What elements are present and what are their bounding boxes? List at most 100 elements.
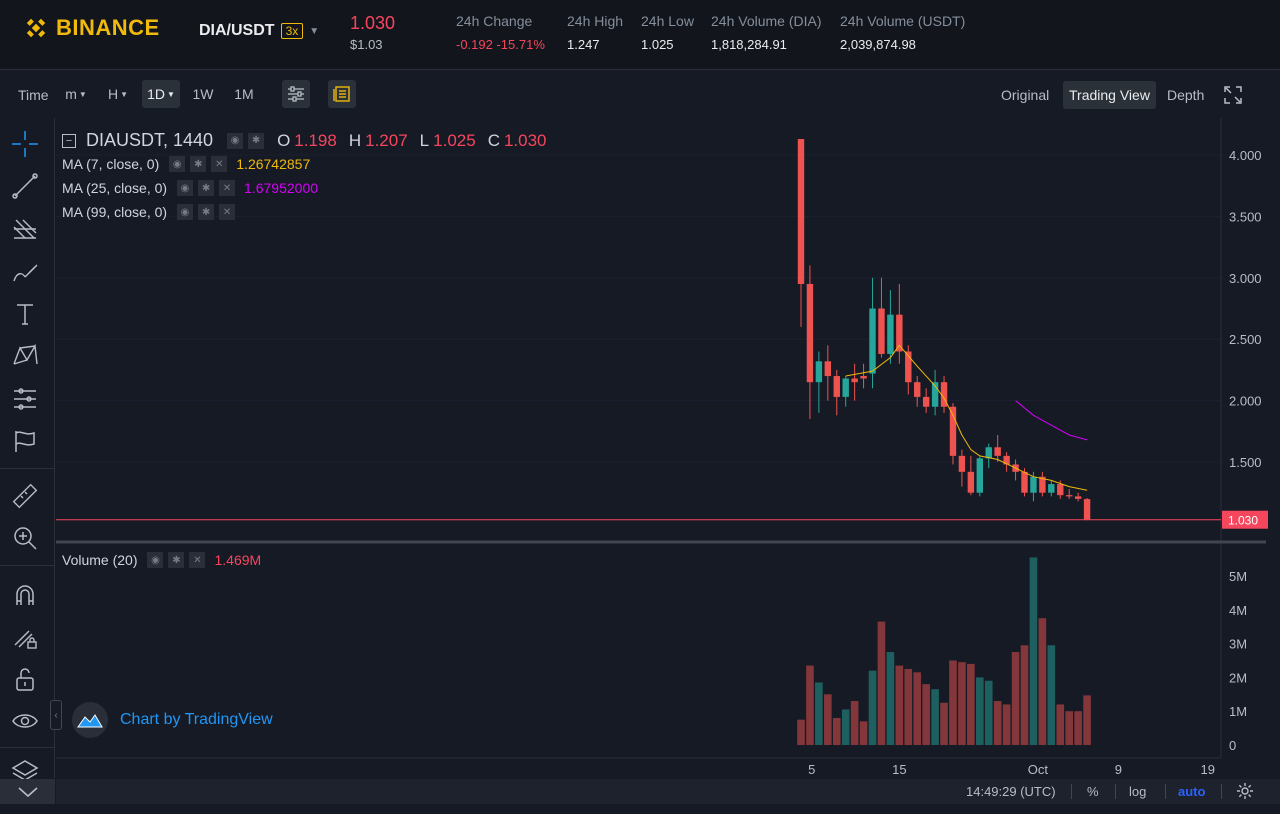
chart-settings-button[interactable]	[1236, 782, 1254, 805]
caret-down-icon: ▼	[78, 89, 87, 99]
divider	[1071, 784, 1072, 799]
eye-icon[interactable]: ◉	[177, 180, 194, 196]
volume-bar	[895, 665, 904, 745]
view-trading-view[interactable]: Trading View	[1063, 81, 1156, 109]
candle-body	[869, 308, 876, 374]
brush-tool[interactable]	[9, 255, 41, 287]
gear-icon[interactable]: ✱	[248, 132, 265, 149]
view-depth[interactable]: Depth	[1167, 87, 1205, 103]
stat-24h-change: 24h Change -0.192 -15.71%	[456, 13, 545, 52]
unlock-tool[interactable]	[9, 663, 41, 695]
volume-bar	[797, 719, 805, 745]
pattern-tool[interactable]	[9, 340, 41, 372]
candle-body	[860, 376, 867, 379]
candle-body	[824, 361, 832, 377]
prediction-icon	[14, 388, 36, 410]
candle-body	[896, 314, 903, 352]
eye-icon[interactable]: ◉	[147, 552, 164, 568]
chevron-down-icon[interactable]: ▼	[309, 25, 320, 37]
percent-toggle[interactable]: %	[1087, 784, 1099, 799]
candle-body	[815, 361, 823, 383]
eye-icon	[12, 714, 38, 728]
unlock-icon	[16, 668, 34, 691]
interval-hours[interactable]: H ▼	[102, 80, 134, 108]
volume-bar	[949, 660, 957, 745]
text-tool[interactable]	[9, 298, 41, 330]
last-price-tag-bg	[1222, 510, 1268, 529]
price-chart[interactable]: 4.000 3.500 3.000 2.500 2.000 1.500 5M 4M 3M 2M 1…	[56, 118, 1280, 778]
date-tick-label: 15	[892, 762, 906, 777]
stat-24h-low: 24h Low 1.025	[641, 13, 694, 52]
volume-bar	[1020, 645, 1029, 745]
stat-label: 24h Low	[641, 13, 694, 29]
tradingview-logo-icon	[72, 702, 108, 738]
zoom-tool[interactable]	[9, 522, 41, 554]
measure-tool[interactable]	[9, 480, 41, 512]
interval-1w[interactable]: 1W	[192, 86, 214, 102]
close-icon[interactable]: ✕	[211, 156, 228, 172]
candle-body	[1057, 484, 1064, 496]
collapse-toolbar-button[interactable]: ‹	[50, 700, 62, 730]
time-label[interactable]: Time	[18, 87, 49, 103]
ohlc-o-key: O	[277, 130, 291, 150]
trend-line-tool[interactable]	[9, 170, 41, 202]
gear-icon[interactable]: ✱	[198, 180, 215, 196]
collapse-legend-icon[interactable]: −	[62, 133, 76, 148]
clock-time[interactable]: 14:49:29 (UTC)	[966, 784, 1056, 799]
auto-toggle[interactable]: auto	[1178, 784, 1206, 799]
volume-bar	[886, 652, 895, 745]
gear-icon[interactable]: ✱	[190, 156, 207, 172]
chart-area[interactable]: 4.000 3.500 3.000 2.500 2.000 1.500 5M 4M 3M 2M 1…	[56, 118, 1280, 778]
close-icon[interactable]: ✕	[219, 204, 236, 220]
eye-icon[interactable]: ◉	[227, 132, 244, 149]
volume-bar	[1056, 704, 1065, 745]
order-book-button[interactable]	[328, 80, 356, 108]
candle-body	[949, 406, 957, 456]
candle-body	[967, 471, 975, 493]
fib-tool[interactable]	[9, 213, 41, 245]
interval-1d[interactable]: 1D ▼	[142, 80, 180, 108]
ohlc-close: 1.030	[503, 130, 547, 150]
ma-label: MA (25, close, 0)	[62, 180, 168, 196]
fullscreen-button[interactable]	[1220, 81, 1246, 109]
close-icon[interactable]: ✕	[189, 552, 206, 568]
pencil-lock-icon	[14, 630, 37, 649]
candle-body	[931, 382, 939, 407]
interval-1m[interactable]: 1M	[234, 86, 254, 102]
leverage-badge: 3x	[280, 23, 304, 39]
interval-label: H	[107, 86, 119, 102]
main-legend: − DIAUSDT, 1440 ◉ ✱ O 1.198 H 1.207 L 1.025…	[62, 130, 555, 151]
view-original[interactable]: Original	[1001, 87, 1050, 103]
gear-icon[interactable]: ✱	[168, 552, 185, 568]
flag-tool[interactable]	[9, 425, 41, 457]
eye-icon[interactable]: ◉	[177, 204, 194, 220]
log-toggle[interactable]: log	[1129, 784, 1147, 799]
volume-bar	[922, 684, 930, 745]
interval-minutes[interactable]: m ▼	[60, 80, 92, 108]
indicators-button[interactable]	[282, 80, 310, 108]
trend-line-icon	[12, 173, 38, 199]
price-tick-label: 1.500	[1229, 455, 1262, 470]
binance-logo[interactable]: BINANCE	[22, 14, 160, 42]
close-icon[interactable]: ✕	[219, 180, 236, 196]
prediction-tool[interactable]	[9, 383, 41, 415]
last-price-tag-label: 1.030	[1228, 514, 1258, 528]
tool-divider	[0, 565, 55, 566]
stat-value: 2,039,874.98	[840, 37, 916, 52]
ohlc-l-key: L	[419, 130, 430, 150]
tradingview-watermark[interactable]: Chart by TradingView	[72, 702, 273, 738]
volume-bar	[868, 670, 877, 745]
candle-body	[833, 376, 840, 397]
ohlc-h-key: H	[348, 130, 362, 150]
eye-icon[interactable]: ◉	[169, 156, 186, 172]
volume-bar	[815, 682, 823, 745]
date-tick-label: 19	[1201, 762, 1215, 777]
gear-icon[interactable]: ✱	[198, 204, 215, 220]
magnet-tool[interactable]	[9, 579, 41, 611]
crosshair-tool[interactable]	[9, 128, 41, 160]
binance-logo-icon	[26, 18, 46, 38]
visibility-tool[interactable]	[9, 705, 41, 737]
lock-drawing-tool[interactable]	[9, 621, 41, 653]
expand-tools-button[interactable]	[0, 779, 55, 804]
pair-selector[interactable]: DIA/USDT 3x ▼	[199, 22, 319, 40]
